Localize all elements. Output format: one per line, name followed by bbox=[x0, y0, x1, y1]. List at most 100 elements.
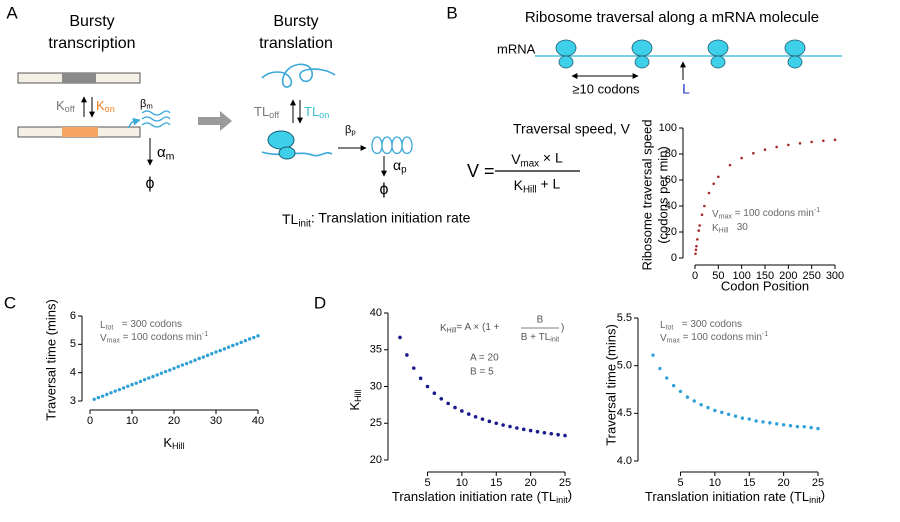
data-point bbox=[775, 422, 779, 426]
mrna: mRNA bbox=[497, 41, 536, 56]
data-point bbox=[740, 416, 745, 420]
big-arrow bbox=[198, 111, 232, 131]
text-part: V bbox=[660, 333, 667, 344]
data-point bbox=[810, 140, 813, 144]
y-tick-label: 100 bbox=[659, 122, 677, 134]
text-part: p bbox=[351, 128, 355, 137]
text-part: = 100 codons min bbox=[732, 208, 814, 219]
data-point bbox=[712, 182, 715, 186]
data-point bbox=[696, 238, 699, 241]
text-part: : Translation initiation rate bbox=[311, 209, 471, 225]
speed-title: Traversal speed, V bbox=[513, 121, 631, 137]
data-point bbox=[501, 423, 505, 427]
k-on: Kon bbox=[96, 98, 115, 114]
text-part: m bbox=[146, 102, 152, 111]
x-tick-label: 25 bbox=[812, 477, 824, 489]
data-point bbox=[763, 148, 767, 152]
y-axis-label: KHill bbox=[347, 389, 363, 410]
x-tick-label: 20 bbox=[168, 415, 180, 427]
data-point bbox=[695, 244, 698, 248]
data-point bbox=[781, 423, 786, 427]
text-part: ) bbox=[821, 488, 825, 503]
text-part: Hill bbox=[354, 389, 364, 402]
data-point bbox=[453, 405, 457, 410]
text-part: Translation initiation rate (TL bbox=[392, 489, 556, 504]
tl-init-note: TLinit: Translation initiation rate bbox=[282, 209, 471, 229]
data-point bbox=[222, 347, 227, 351]
data-point bbox=[96, 395, 101, 400]
text-part: m bbox=[166, 150, 175, 162]
data-point bbox=[706, 405, 710, 410]
x-tick-label: 5 bbox=[424, 477, 430, 489]
beta-m: βm bbox=[140, 98, 153, 111]
data-point bbox=[694, 252, 697, 256]
data-point bbox=[243, 338, 248, 343]
text-part: max bbox=[521, 158, 540, 169]
y-tick-label: 4 bbox=[70, 367, 76, 379]
free-mrna bbox=[261, 63, 336, 88]
x-tick-label: 50 bbox=[712, 270, 724, 282]
data-point bbox=[788, 424, 793, 428]
ribosome bbox=[787, 55, 803, 69]
text-part: off bbox=[65, 105, 75, 115]
data-point bbox=[733, 414, 738, 418]
data-point bbox=[138, 379, 143, 384]
data-point bbox=[92, 397, 96, 401]
ribosome bbox=[707, 39, 729, 57]
k-off: Koff bbox=[56, 98, 75, 114]
data-point bbox=[235, 342, 239, 346]
data-point bbox=[713, 408, 717, 413]
data-point bbox=[717, 175, 720, 179]
x-tick-label: 100 bbox=[732, 270, 750, 282]
data-point bbox=[699, 403, 703, 407]
data-point bbox=[231, 343, 235, 348]
text-part: -1 bbox=[762, 331, 768, 338]
data-point bbox=[105, 392, 109, 397]
text-part: K bbox=[514, 177, 524, 193]
data-point bbox=[473, 414, 478, 419]
1: transcription bbox=[48, 35, 135, 52]
text-part: = 100 codons min bbox=[680, 332, 762, 343]
text-part: α bbox=[157, 144, 166, 161]
data-point bbox=[439, 396, 444, 401]
text-part: = 100 codons min bbox=[120, 332, 202, 343]
data-point bbox=[692, 399, 696, 403]
text-part: V bbox=[511, 151, 521, 167]
text-part: V bbox=[712, 209, 719, 220]
data-point bbox=[425, 384, 430, 389]
x-tick-label: 15 bbox=[490, 477, 502, 489]
phi-m: ϕ bbox=[146, 175, 155, 192]
y-tick-label: 4.0 bbox=[617, 455, 632, 467]
data-point bbox=[728, 163, 732, 167]
text-part: off bbox=[269, 111, 279, 121]
data-point bbox=[700, 213, 704, 217]
text-part: 30 bbox=[728, 222, 748, 233]
text-part: B + TL bbox=[521, 332, 551, 343]
x-axis-label: Translation initiation rate (TLinit) bbox=[392, 488, 572, 506]
data-point bbox=[226, 345, 231, 349]
y-tick-label: 3 bbox=[70, 395, 76, 407]
data-point bbox=[446, 401, 450, 406]
text-part: K bbox=[96, 98, 105, 113]
data-point bbox=[214, 350, 218, 354]
alpha-m: αm bbox=[157, 144, 175, 162]
data-point bbox=[159, 371, 164, 375]
ribosome bbox=[631, 39, 653, 57]
ribosome bbox=[555, 39, 577, 57]
y-tick-label: 20 bbox=[665, 226, 677, 238]
data-point bbox=[168, 368, 172, 372]
y-tick-label: 5 bbox=[70, 338, 76, 350]
data-point bbox=[697, 229, 701, 232]
data-point bbox=[665, 376, 669, 380]
text-part: K bbox=[440, 323, 447, 334]
data-point bbox=[189, 360, 193, 364]
data-point bbox=[252, 335, 256, 340]
text-part: TL bbox=[304, 104, 319, 119]
1: translation bbox=[259, 35, 333, 52]
data-point bbox=[658, 366, 662, 371]
data-point bbox=[549, 431, 554, 436]
text-part: max bbox=[719, 213, 733, 220]
y-axis-label: (codons per min) bbox=[655, 146, 670, 244]
position: L bbox=[682, 81, 690, 97]
text-part: L bbox=[100, 320, 106, 331]
